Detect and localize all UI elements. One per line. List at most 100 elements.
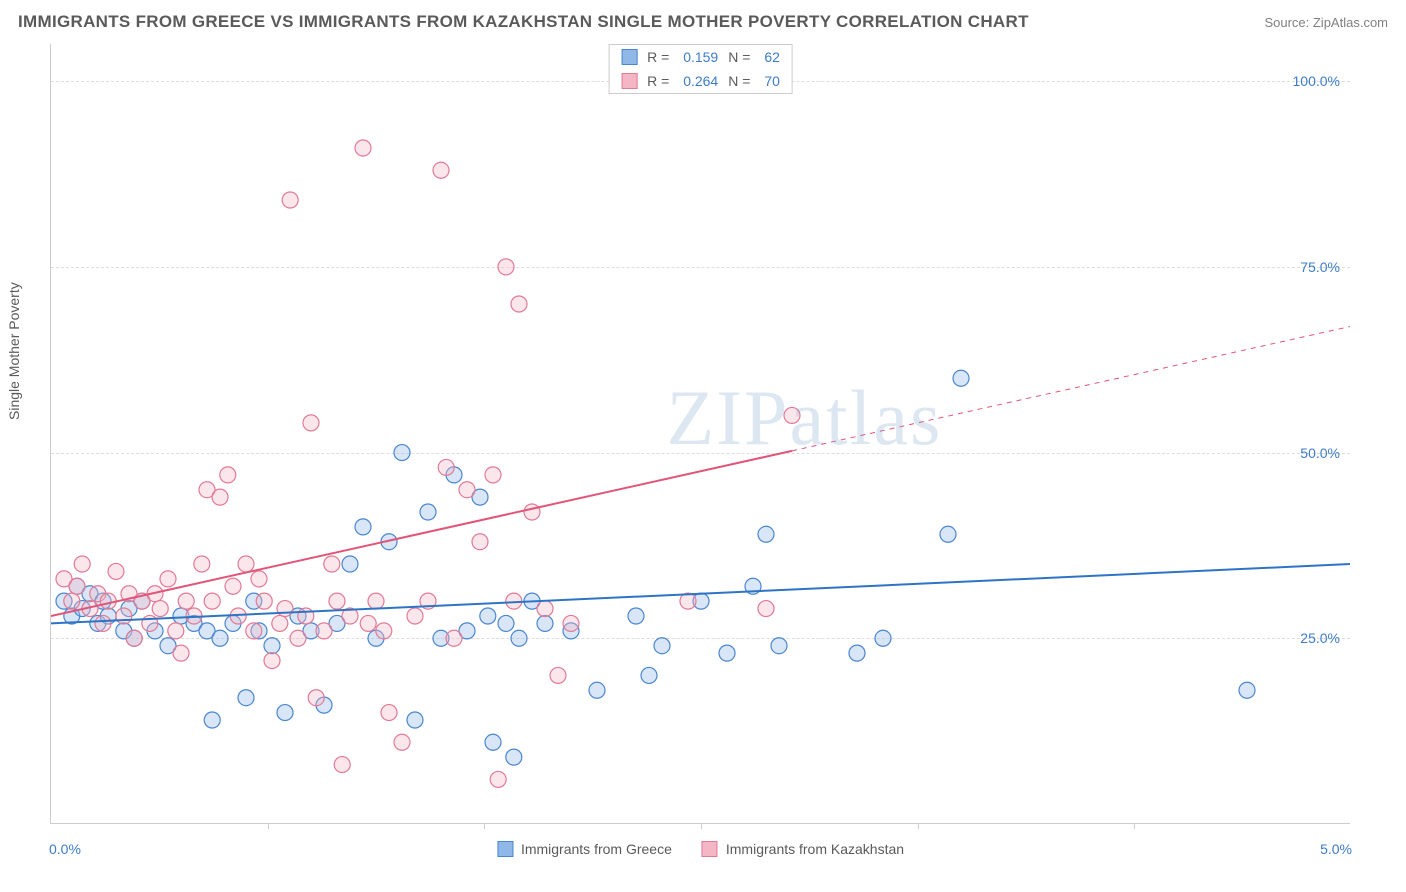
data-point [316,623,332,639]
data-point [238,556,254,572]
data-point [394,734,410,750]
data-point [64,593,80,609]
stats-legend-row-greece: R = 0.159 N = 62 [609,45,792,69]
data-point [204,712,220,728]
data-point [394,445,410,461]
data-point [277,705,293,721]
data-point [537,601,553,617]
data-point [272,615,288,631]
data-point [342,556,358,572]
data-point [498,615,514,631]
data-point [758,526,774,542]
legend-label-greece: Immigrants from Greece [521,841,672,857]
data-point [511,296,527,312]
data-point [654,638,670,654]
data-point [303,415,319,431]
x-tick [1134,823,1135,829]
data-point [376,623,392,639]
data-point [498,259,514,275]
data-point [438,459,454,475]
data-point [550,667,566,683]
data-point [485,467,501,483]
data-point [472,534,488,550]
data-point [108,563,124,579]
data-point [506,749,522,765]
trend-line [51,451,792,616]
data-point [256,593,272,609]
data-point [953,370,969,386]
data-point [433,162,449,178]
data-point [368,593,384,609]
stats-legend-row-kazakhstan: R = 0.264 N = 70 [609,69,792,93]
x-tick [484,823,485,829]
data-point [334,757,350,773]
data-point [178,593,194,609]
data-point [238,690,254,706]
data-point [277,601,293,617]
data-point [360,615,376,631]
data-point [719,645,735,661]
data-point [784,407,800,423]
data-point [282,192,298,208]
data-point [758,601,774,617]
data-point [563,615,579,631]
data-point [537,615,553,631]
data-point [490,771,506,787]
data-point [771,638,787,654]
data-point [194,556,210,572]
data-point [152,601,168,617]
data-point [204,593,220,609]
title-bar: IMMIGRANTS FROM GREECE VS IMMIGRANTS FRO… [18,12,1388,32]
data-point [355,519,371,535]
x-tick [268,823,269,829]
data-point [407,712,423,728]
n-value-kazakhstan: 70 [764,73,780,89]
data-point [511,630,527,646]
data-point [940,526,956,542]
swatch-greece-icon [621,49,637,65]
data-point [69,578,85,594]
x-tick [701,823,702,829]
data-point [264,653,280,669]
n-label: N = [728,73,754,89]
data-point [116,608,132,624]
data-point [329,593,345,609]
data-point [1239,682,1255,698]
data-point [875,630,891,646]
legend-label-kazakhstan: Immigrants from Kazakhstan [726,841,904,857]
data-point [168,623,184,639]
data-point [641,667,657,683]
r-label: R = [647,73,673,89]
series-legend: Immigrants from Greece Immigrants from K… [497,841,904,857]
data-point [290,630,306,646]
data-point [212,630,228,646]
n-value-greece: 62 [764,49,780,65]
data-point [126,630,142,646]
legend-item-greece: Immigrants from Greece [497,841,672,857]
data-point [849,645,865,661]
data-point [446,630,462,646]
legend-item-kazakhstan: Immigrants from Kazakhstan [702,841,904,857]
data-point [628,608,644,624]
data-point [74,556,90,572]
x-tick-label: 0.0% [49,841,81,857]
data-point [407,608,423,624]
r-value-greece: 0.159 [683,49,718,65]
data-point [95,615,111,631]
data-point [355,140,371,156]
stats-legend: R = 0.159 N = 62 R = 0.264 N = 70 [608,44,793,94]
trend-line-extrapolated [792,326,1350,451]
data-point [524,504,540,520]
data-point [480,608,496,624]
swatch-greece-icon [497,841,513,857]
data-point [308,690,324,706]
data-point [459,482,475,498]
data-point [589,682,605,698]
data-point [212,489,228,505]
chart-container: IMMIGRANTS FROM GREECE VS IMMIGRANTS FRO… [0,0,1406,892]
x-tick-label: 5.0% [1320,841,1352,857]
data-point [264,638,280,654]
data-point [298,608,314,624]
r-value-kazakhstan: 0.264 [683,73,718,89]
data-point [381,705,397,721]
